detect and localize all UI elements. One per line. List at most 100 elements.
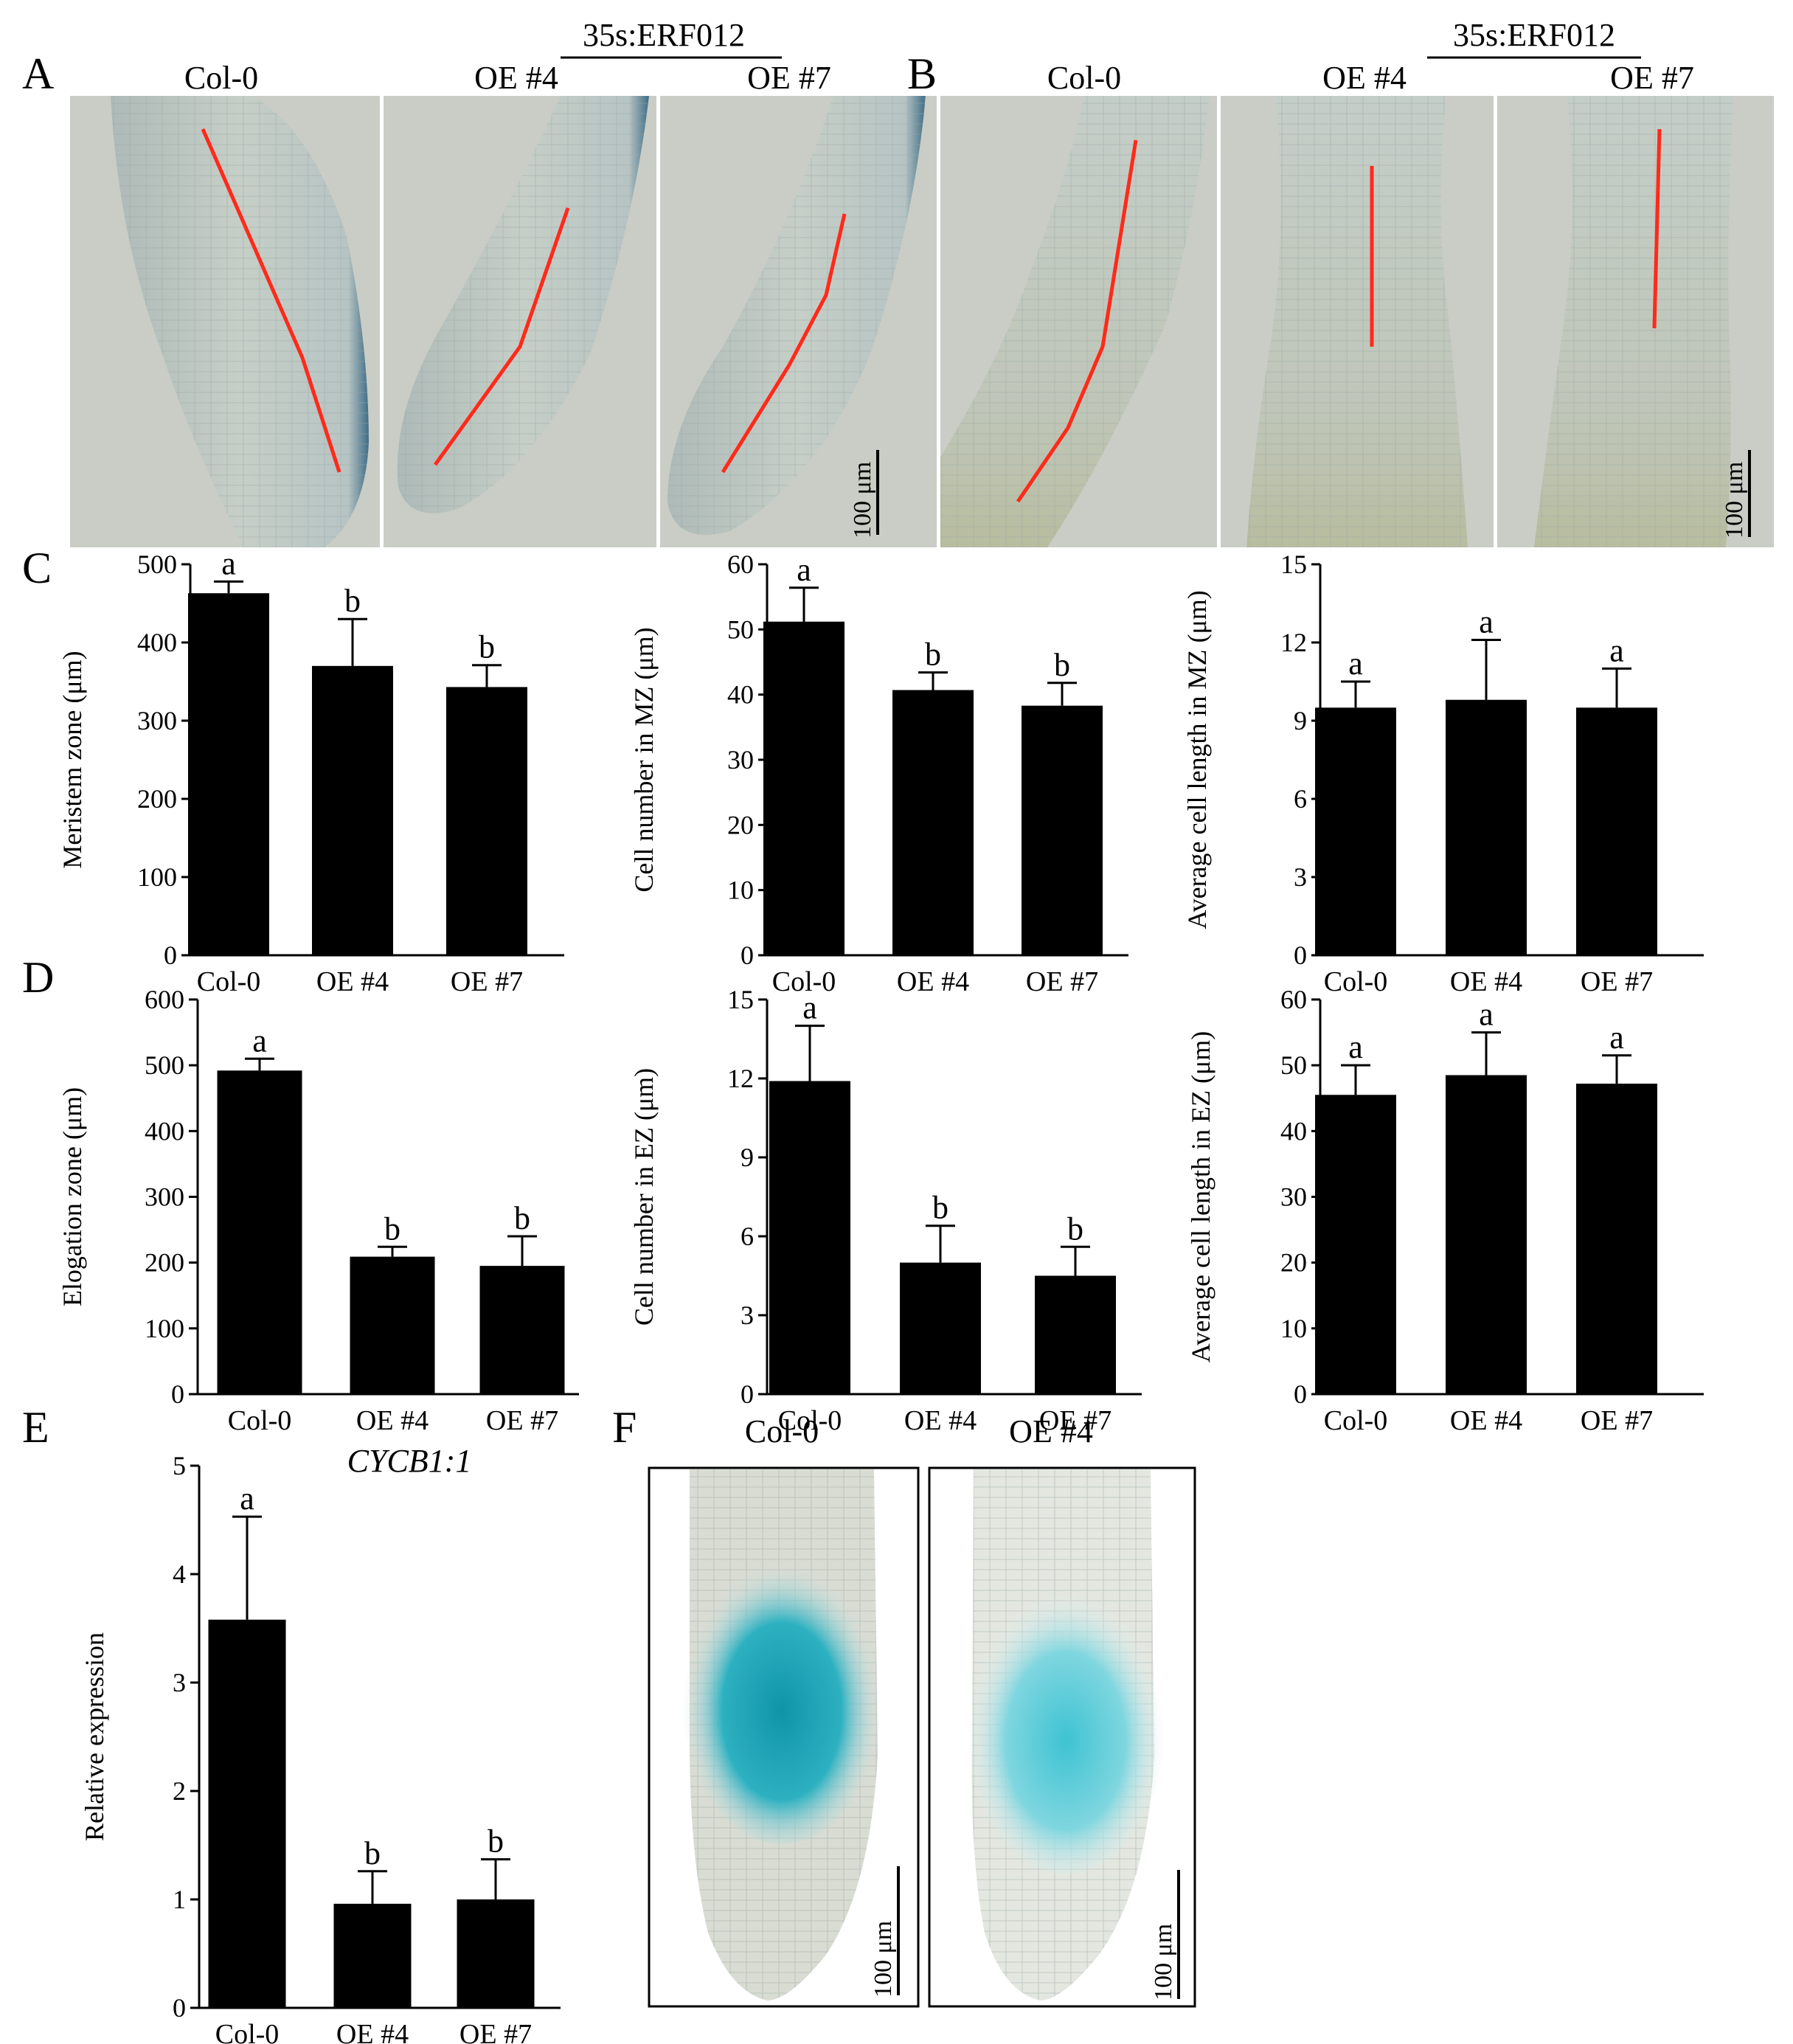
y-axis-label: Cell number in MZ (μm) bbox=[629, 627, 659, 892]
y-tick-label: 500 bbox=[137, 550, 177, 579]
bar bbox=[1315, 707, 1396, 955]
panel-f-label-col0: Col-0 bbox=[745, 1413, 819, 1449]
y-axis-label: Meristem zone (μm) bbox=[58, 651, 87, 868]
y-tick-label: 600 bbox=[145, 985, 184, 1014]
panel-a-label-oe4: OE #4 bbox=[474, 60, 558, 96]
panel-b-label-oe4: OE #4 bbox=[1322, 60, 1407, 96]
significance-letter: b bbox=[488, 1823, 504, 1860]
micrograph-b-oe7: 100 μm bbox=[1497, 96, 1774, 547]
x-category-label: Col-0 bbox=[1324, 966, 1388, 997]
panel-letter-d: D bbox=[22, 953, 54, 1002]
bar bbox=[188, 593, 269, 955]
bar bbox=[1576, 707, 1657, 955]
significance-letter: a bbox=[1609, 632, 1624, 668]
y-tick-label: 15 bbox=[727, 985, 754, 1014]
micrograph-a-oe4 bbox=[384, 96, 656, 547]
panel-f-micrographs: Col-0 OE #4 100 μm 100 μm bbox=[648, 1413, 1196, 2008]
y-axis-label: Relative expression bbox=[80, 1632, 109, 1841]
chart-cell-number-mz: 0 10 20 30 40 50 60 Cell number in MZ (μm) a Col-… bbox=[629, 550, 1128, 997]
bar bbox=[1446, 1075, 1527, 1394]
significance-letter: b bbox=[925, 637, 941, 673]
x-category-label: OE #4 bbox=[316, 966, 389, 997]
bar bbox=[1022, 705, 1103, 955]
x-category-label: Col-0 bbox=[228, 1405, 292, 1436]
chart-elongation-zone: 0 100 200 300 400 500 600 Elogation zone (μm) a C… bbox=[58, 985, 579, 1436]
y-tick-label: 3 bbox=[741, 1300, 754, 1330]
significance-letter: a bbox=[1479, 997, 1494, 1033]
y-axis-label: Average cell length in MZ (μm) bbox=[1182, 590, 1212, 929]
significance-letter: b bbox=[514, 1200, 530, 1236]
bar bbox=[763, 621, 845, 955]
panel-letter-f: F bbox=[612, 1403, 637, 1452]
x-category-label: OE #4 bbox=[336, 2019, 409, 2044]
y-tick-label: 6 bbox=[741, 1222, 754, 1251]
chart-title: CYCB1:1 bbox=[347, 1443, 472, 1479]
y-tick-label: 500 bbox=[145, 1050, 184, 1080]
y-tick-label: 0 bbox=[164, 940, 177, 970]
y-tick-label: 400 bbox=[145, 1116, 184, 1146]
y-tick-label: 15 bbox=[1280, 550, 1307, 579]
significance-letter: b bbox=[384, 1210, 400, 1247]
y-tick-label: 2 bbox=[173, 1776, 186, 1806]
y-tick-label: 0 bbox=[173, 1993, 186, 2023]
y-tick-label: 10 bbox=[1280, 1314, 1307, 1343]
y-tick-label: 0 bbox=[1294, 1379, 1307, 1409]
y-tick-label: 4 bbox=[173, 1559, 186, 1589]
bar bbox=[1446, 699, 1527, 955]
chart-meristem-zone: 0 100 200 300 400 500 Meristem zone (μm) a Col-0… bbox=[58, 545, 564, 997]
significance-letter: a bbox=[1479, 603, 1494, 640]
micrograph-f-oe4: 100 μm bbox=[928, 1466, 1196, 2008]
y-tick-label: 400 bbox=[137, 628, 177, 657]
bar bbox=[1576, 1084, 1657, 1394]
significance-letter: a bbox=[252, 1022, 267, 1059]
bar bbox=[217, 1070, 302, 1394]
y-tick-label: 12 bbox=[727, 1064, 754, 1093]
bar bbox=[446, 687, 527, 955]
x-category-label: OE #7 bbox=[1581, 1405, 1653, 1436]
y-tick-label: 300 bbox=[145, 1182, 184, 1212]
significance-letter: a bbox=[240, 1480, 254, 1517]
y-tick-label: 10 bbox=[727, 876, 754, 905]
y-tick-label: 30 bbox=[727, 745, 754, 775]
x-category-label: OE #7 bbox=[1026, 966, 1098, 997]
y-tick-label: 100 bbox=[137, 862, 177, 892]
significance-letter: a bbox=[1609, 1019, 1624, 1056]
significance-letter: a bbox=[1348, 1029, 1363, 1065]
x-category-label: OE #4 bbox=[1450, 1405, 1522, 1436]
y-tick-label: 60 bbox=[1280, 985, 1307, 1014]
micrograph-b-col0 bbox=[940, 96, 1217, 547]
x-category-label: OE #7 bbox=[451, 966, 523, 997]
y-tick-label: 20 bbox=[727, 810, 754, 839]
significance-letter: b bbox=[479, 629, 495, 665]
scale-label-f-oe4: 100 μm bbox=[1150, 1924, 1177, 2000]
chart-cell-length-ez: 0 10 20 30 40 50 60 Average cell length in EZ (… bbox=[1186, 985, 1704, 1436]
significance-letter: b bbox=[932, 1190, 948, 1226]
x-category-label: OE #7 bbox=[1039, 1405, 1111, 1436]
panel-a-micrographs: 35s:ERF012 Col-0 OE #4 OE #7 100 μm bbox=[70, 17, 937, 547]
significance-letter: b bbox=[364, 1835, 381, 1871]
panel-b-micrographs: 35s:ERF012 Col-0 OE #4 OE #7 100 μm bbox=[940, 17, 1774, 547]
x-category-label: Col-0 bbox=[215, 2019, 280, 2044]
significance-letter: a bbox=[797, 552, 811, 588]
y-tick-label: 200 bbox=[137, 784, 177, 814]
bar bbox=[892, 690, 974, 955]
meristem-line-a-col0 bbox=[201, 128, 341, 473]
y-tick-label: 5 bbox=[173, 1451, 186, 1480]
y-tick-label: 9 bbox=[1294, 706, 1307, 735]
x-category-label: OE #4 bbox=[897, 966, 969, 997]
y-tick-label: 0 bbox=[741, 940, 754, 970]
y-axis-label: Elogation zone (μm) bbox=[58, 1087, 87, 1306]
scale-label-b: 100 μm bbox=[1721, 462, 1748, 538]
micrograph-f-col0: 100 μm bbox=[648, 1466, 920, 2008]
x-category-label: Col-0 bbox=[772, 966, 836, 997]
y-tick-label: 40 bbox=[727, 680, 754, 710]
significance-letter: b bbox=[1067, 1210, 1083, 1247]
y-tick-label: 6 bbox=[1294, 784, 1307, 814]
y-tick-label: 0 bbox=[171, 1379, 184, 1409]
bar bbox=[208, 1619, 286, 2008]
y-tick-label: 50 bbox=[727, 614, 754, 644]
y-tick-label: 9 bbox=[741, 1143, 754, 1172]
y-tick-label: 200 bbox=[145, 1248, 184, 1278]
panel-letter-b: B bbox=[907, 49, 937, 98]
